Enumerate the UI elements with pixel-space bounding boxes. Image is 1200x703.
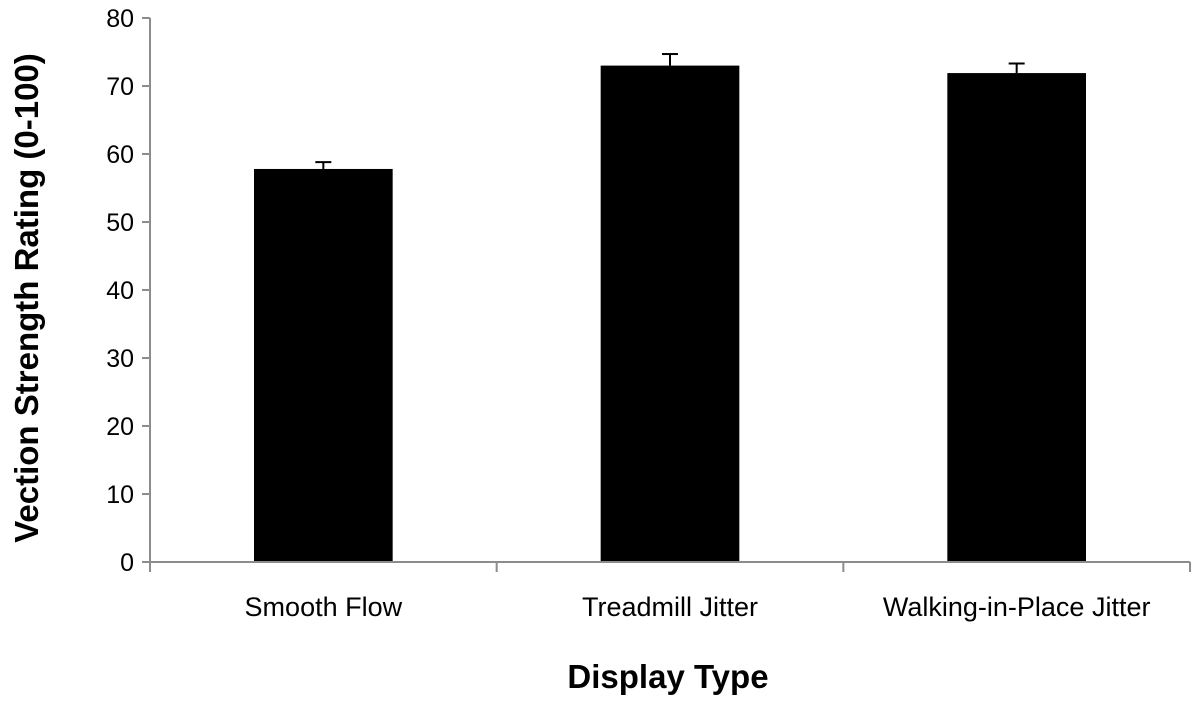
x-axis-ticks: Smooth Flow Treadmill Jitter Walking-in-Pl… [149,562,1191,622]
y-axis-ticks: 0 10 20 30 40 50 60 70 80 [106,5,150,577]
y-tick-label: 30 [106,345,134,373]
y-tick-label: 80 [106,5,134,33]
y-axis-title: Vection Strength Rating (0-100) [8,53,45,543]
y-tick-label: 50 [106,209,134,237]
error-bar [662,53,678,66]
x-tick-label: Walking-in-Place Jitter [883,592,1151,622]
x-axis-title: Display Type [567,658,768,695]
bar [947,73,1086,562]
x-tick-label: Smooth Flow [245,592,403,622]
bar [600,65,740,562]
y-tick-label: 60 [106,141,134,169]
error-bar [315,161,332,169]
bars-group [254,53,1086,562]
y-tick-label: 70 [106,73,134,101]
y-tick-label: 20 [106,413,134,441]
y-tick-label: 10 [106,481,134,509]
x-tick-label: Treadmill Jitter [582,592,758,622]
y-tick-label: 0 [120,549,134,577]
error-bar [1008,62,1025,74]
bar [254,168,393,562]
y-tick-label: 40 [106,277,134,305]
